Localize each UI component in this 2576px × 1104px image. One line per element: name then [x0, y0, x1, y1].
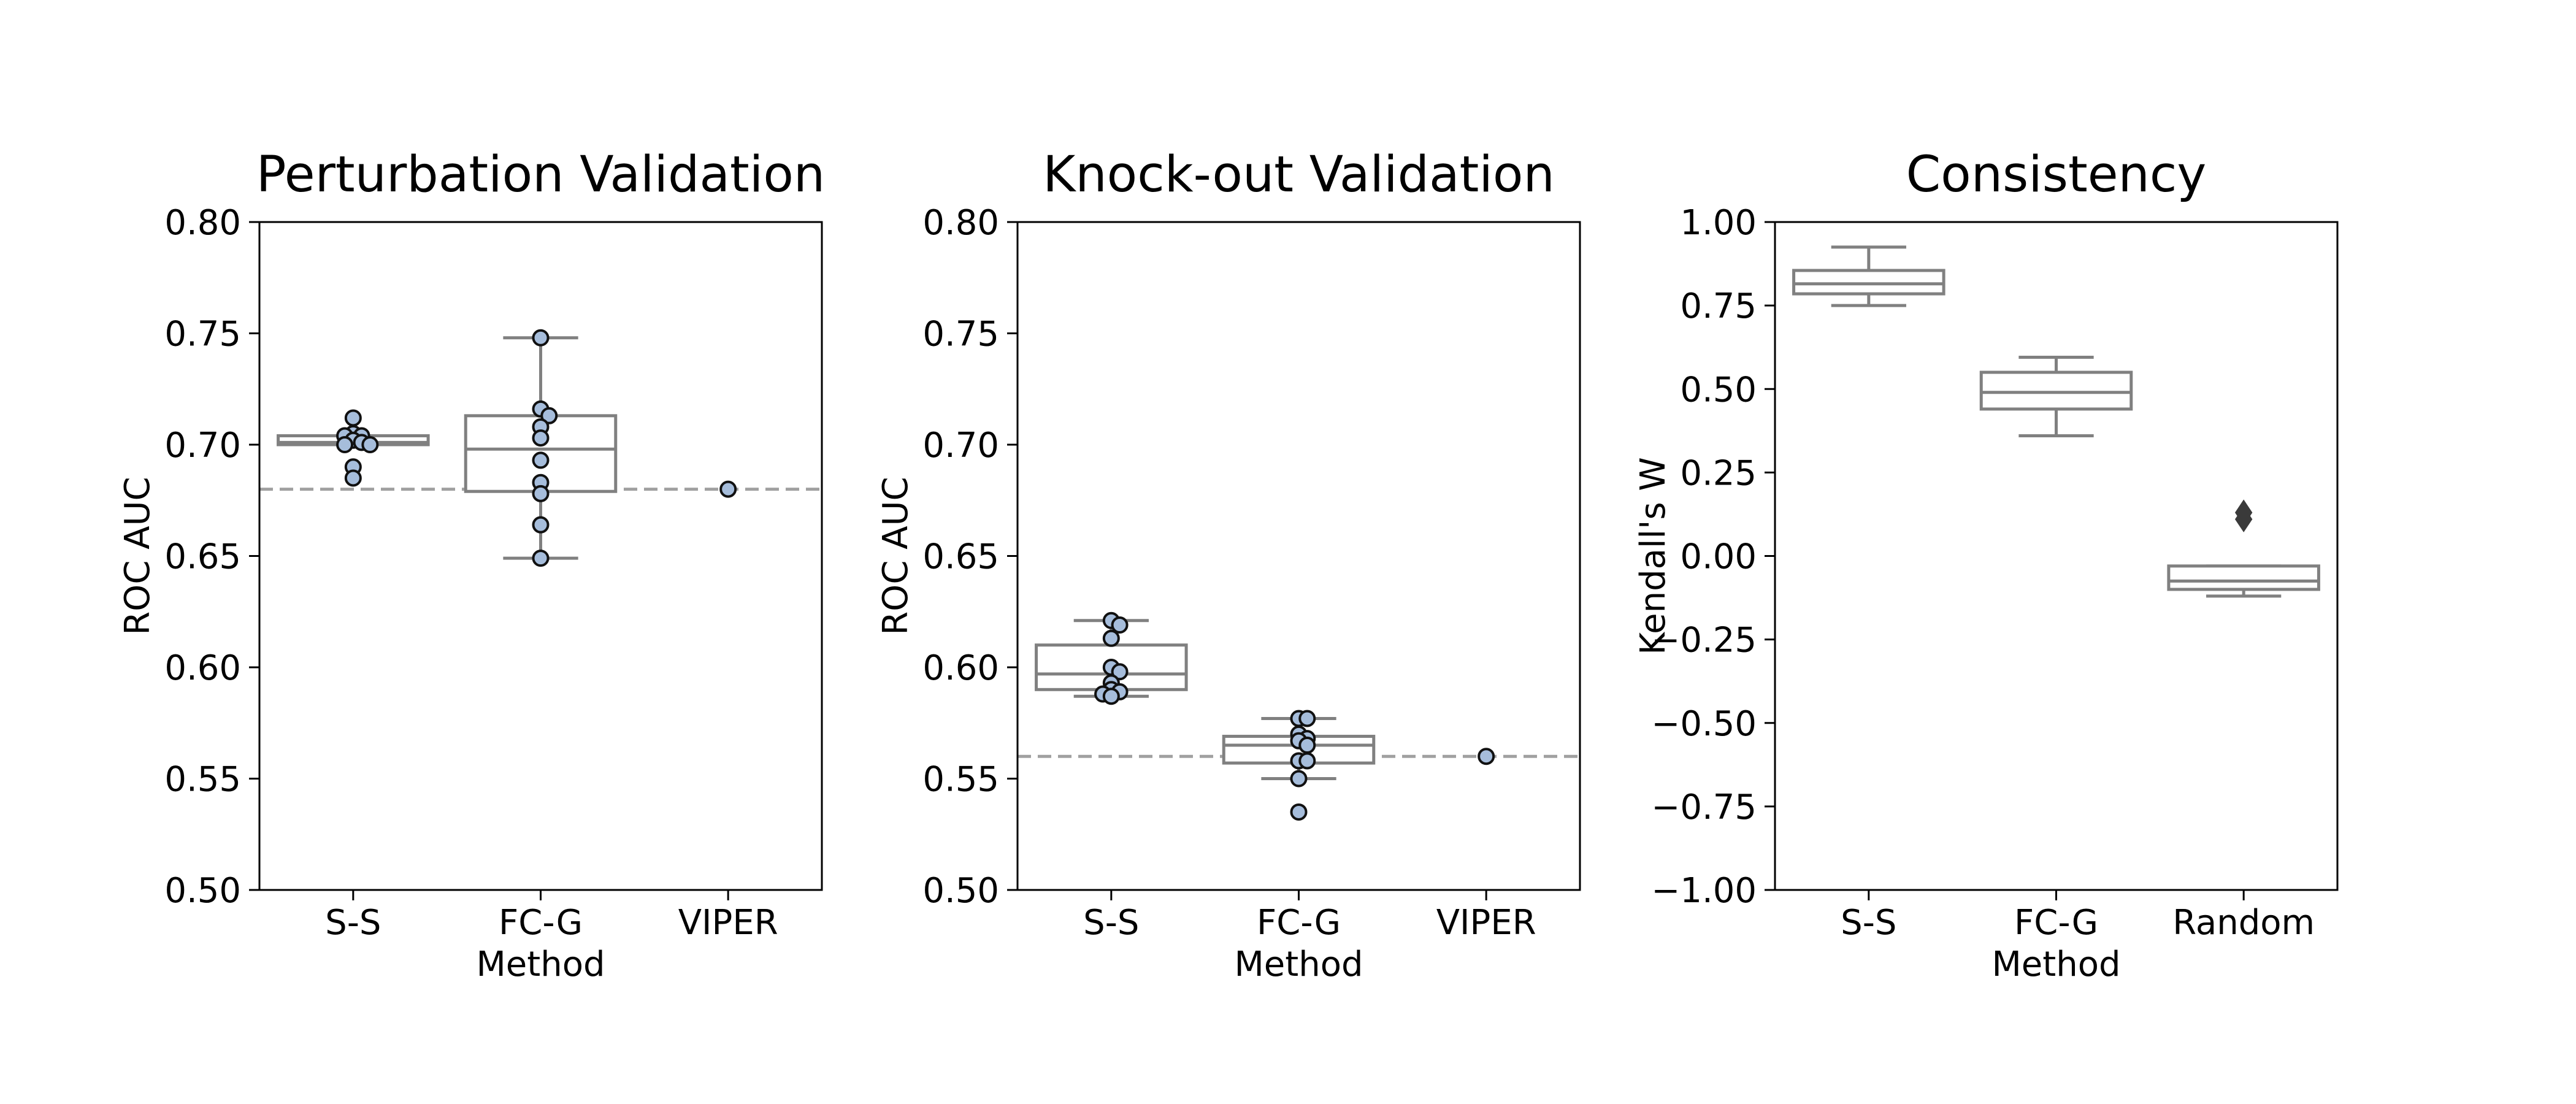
data-point — [1298, 752, 1316, 770]
x-axis-label: Method — [476, 945, 605, 984]
x-tick-label: S-S — [1083, 903, 1139, 943]
plot-frame — [1016, 221, 1581, 891]
plot-frame — [1774, 221, 2339, 891]
y-tick-label: 0.55 — [922, 760, 999, 800]
y-tick-label: 0.50 — [922, 871, 999, 911]
data-point — [344, 409, 362, 427]
x-tick-label: FC-G — [2014, 903, 2098, 943]
y-tick-label: 0.50 — [164, 871, 241, 911]
y-tick-label: 0.25 — [1680, 453, 1757, 493]
y-tick-label: 1.00 — [1680, 203, 1757, 243]
data-point — [532, 451, 550, 469]
data-point — [1290, 770, 1308, 788]
y-tick-label: 0.75 — [922, 315, 999, 355]
data-point — [719, 480, 737, 498]
y-tick-label: 0.55 — [164, 760, 241, 800]
y-tick-label: 0.70 — [164, 426, 241, 466]
x-tick-label: S-S — [325, 903, 381, 943]
chart-panel-2: Knock-out Validation 0.50 0.55 0.60 0.65 0.70… — [876, 146, 1581, 984]
data-point — [1111, 663, 1129, 681]
y-tick-label: −0.75 — [1651, 788, 1757, 827]
y-tick-label: −0.50 — [1651, 704, 1757, 744]
y-tick-label: 0.80 — [922, 203, 999, 243]
x-tick-label: FC-G — [499, 903, 583, 943]
box-s-s — [1792, 245, 1945, 307]
y-tick-label: 0.70 — [922, 426, 999, 466]
x-tick-label: VIPER — [1436, 903, 1536, 943]
y-tick-label: 0.80 — [164, 203, 241, 243]
box-body — [1792, 269, 1945, 296]
data-point — [532, 429, 550, 447]
y-tick-label: 0.50 — [1680, 370, 1757, 410]
data-point — [1102, 629, 1120, 647]
data-point — [532, 485, 550, 502]
chart-title: Perturbation Validation — [256, 146, 825, 204]
box-fc-g — [1979, 356, 2133, 437]
data-point — [540, 407, 558, 424]
data-point — [361, 436, 379, 453]
chart-panel-1: Perturbation Validation 0.50 0.55 0.60 0.65 0… — [118, 146, 825, 984]
y-axis-label: ROC AUC — [876, 477, 916, 635]
data-point — [1298, 737, 1316, 754]
data-point — [344, 469, 362, 487]
chart-panel-3: Consistency −1.00 −0.75 −0.50 −0.25 0.00 0.25 0… — [1633, 146, 2339, 984]
y-tick-label: −1.00 — [1651, 871, 1757, 911]
data-point — [1111, 616, 1129, 634]
data-point — [532, 550, 550, 567]
data-point — [1102, 688, 1120, 705]
box-body — [2167, 564, 2320, 591]
x-tick-label: FC-G — [1257, 903, 1341, 943]
box-random — [2167, 564, 2320, 598]
y-tick-label: 0.65 — [164, 537, 241, 577]
y-tick-label: 0.60 — [164, 648, 241, 688]
data-point — [1290, 803, 1308, 821]
data-point — [336, 436, 354, 453]
box-body — [1979, 370, 2133, 411]
y-axis-label: ROC AUC — [118, 477, 158, 635]
y-tick-label: 0.00 — [1680, 537, 1757, 577]
chart-title: Knock-out Validation — [1043, 146, 1555, 204]
y-tick-label: 0.75 — [1680, 286, 1757, 326]
x-tick-label: VIPER — [678, 903, 778, 943]
chart-title: Consistency — [1906, 146, 2207, 204]
data-point — [1298, 710, 1316, 727]
x-tick-label: Random — [2172, 903, 2315, 943]
data-point — [532, 329, 550, 347]
y-tick-label: 0.65 — [922, 537, 999, 577]
y-tick-label: 0.60 — [922, 648, 999, 688]
y-tick-label: −0.25 — [1651, 621, 1757, 661]
x-axis-label: Method — [1991, 945, 2120, 984]
x-axis-label: Method — [1234, 945, 1363, 984]
y-axis-label: Kendall's W — [1633, 457, 1673, 655]
data-point — [1478, 748, 1495, 765]
x-tick-label: S-S — [1841, 903, 1896, 943]
y-tick-label: 0.75 — [164, 315, 241, 355]
data-point — [532, 516, 550, 534]
outlier-point — [2234, 506, 2253, 532]
